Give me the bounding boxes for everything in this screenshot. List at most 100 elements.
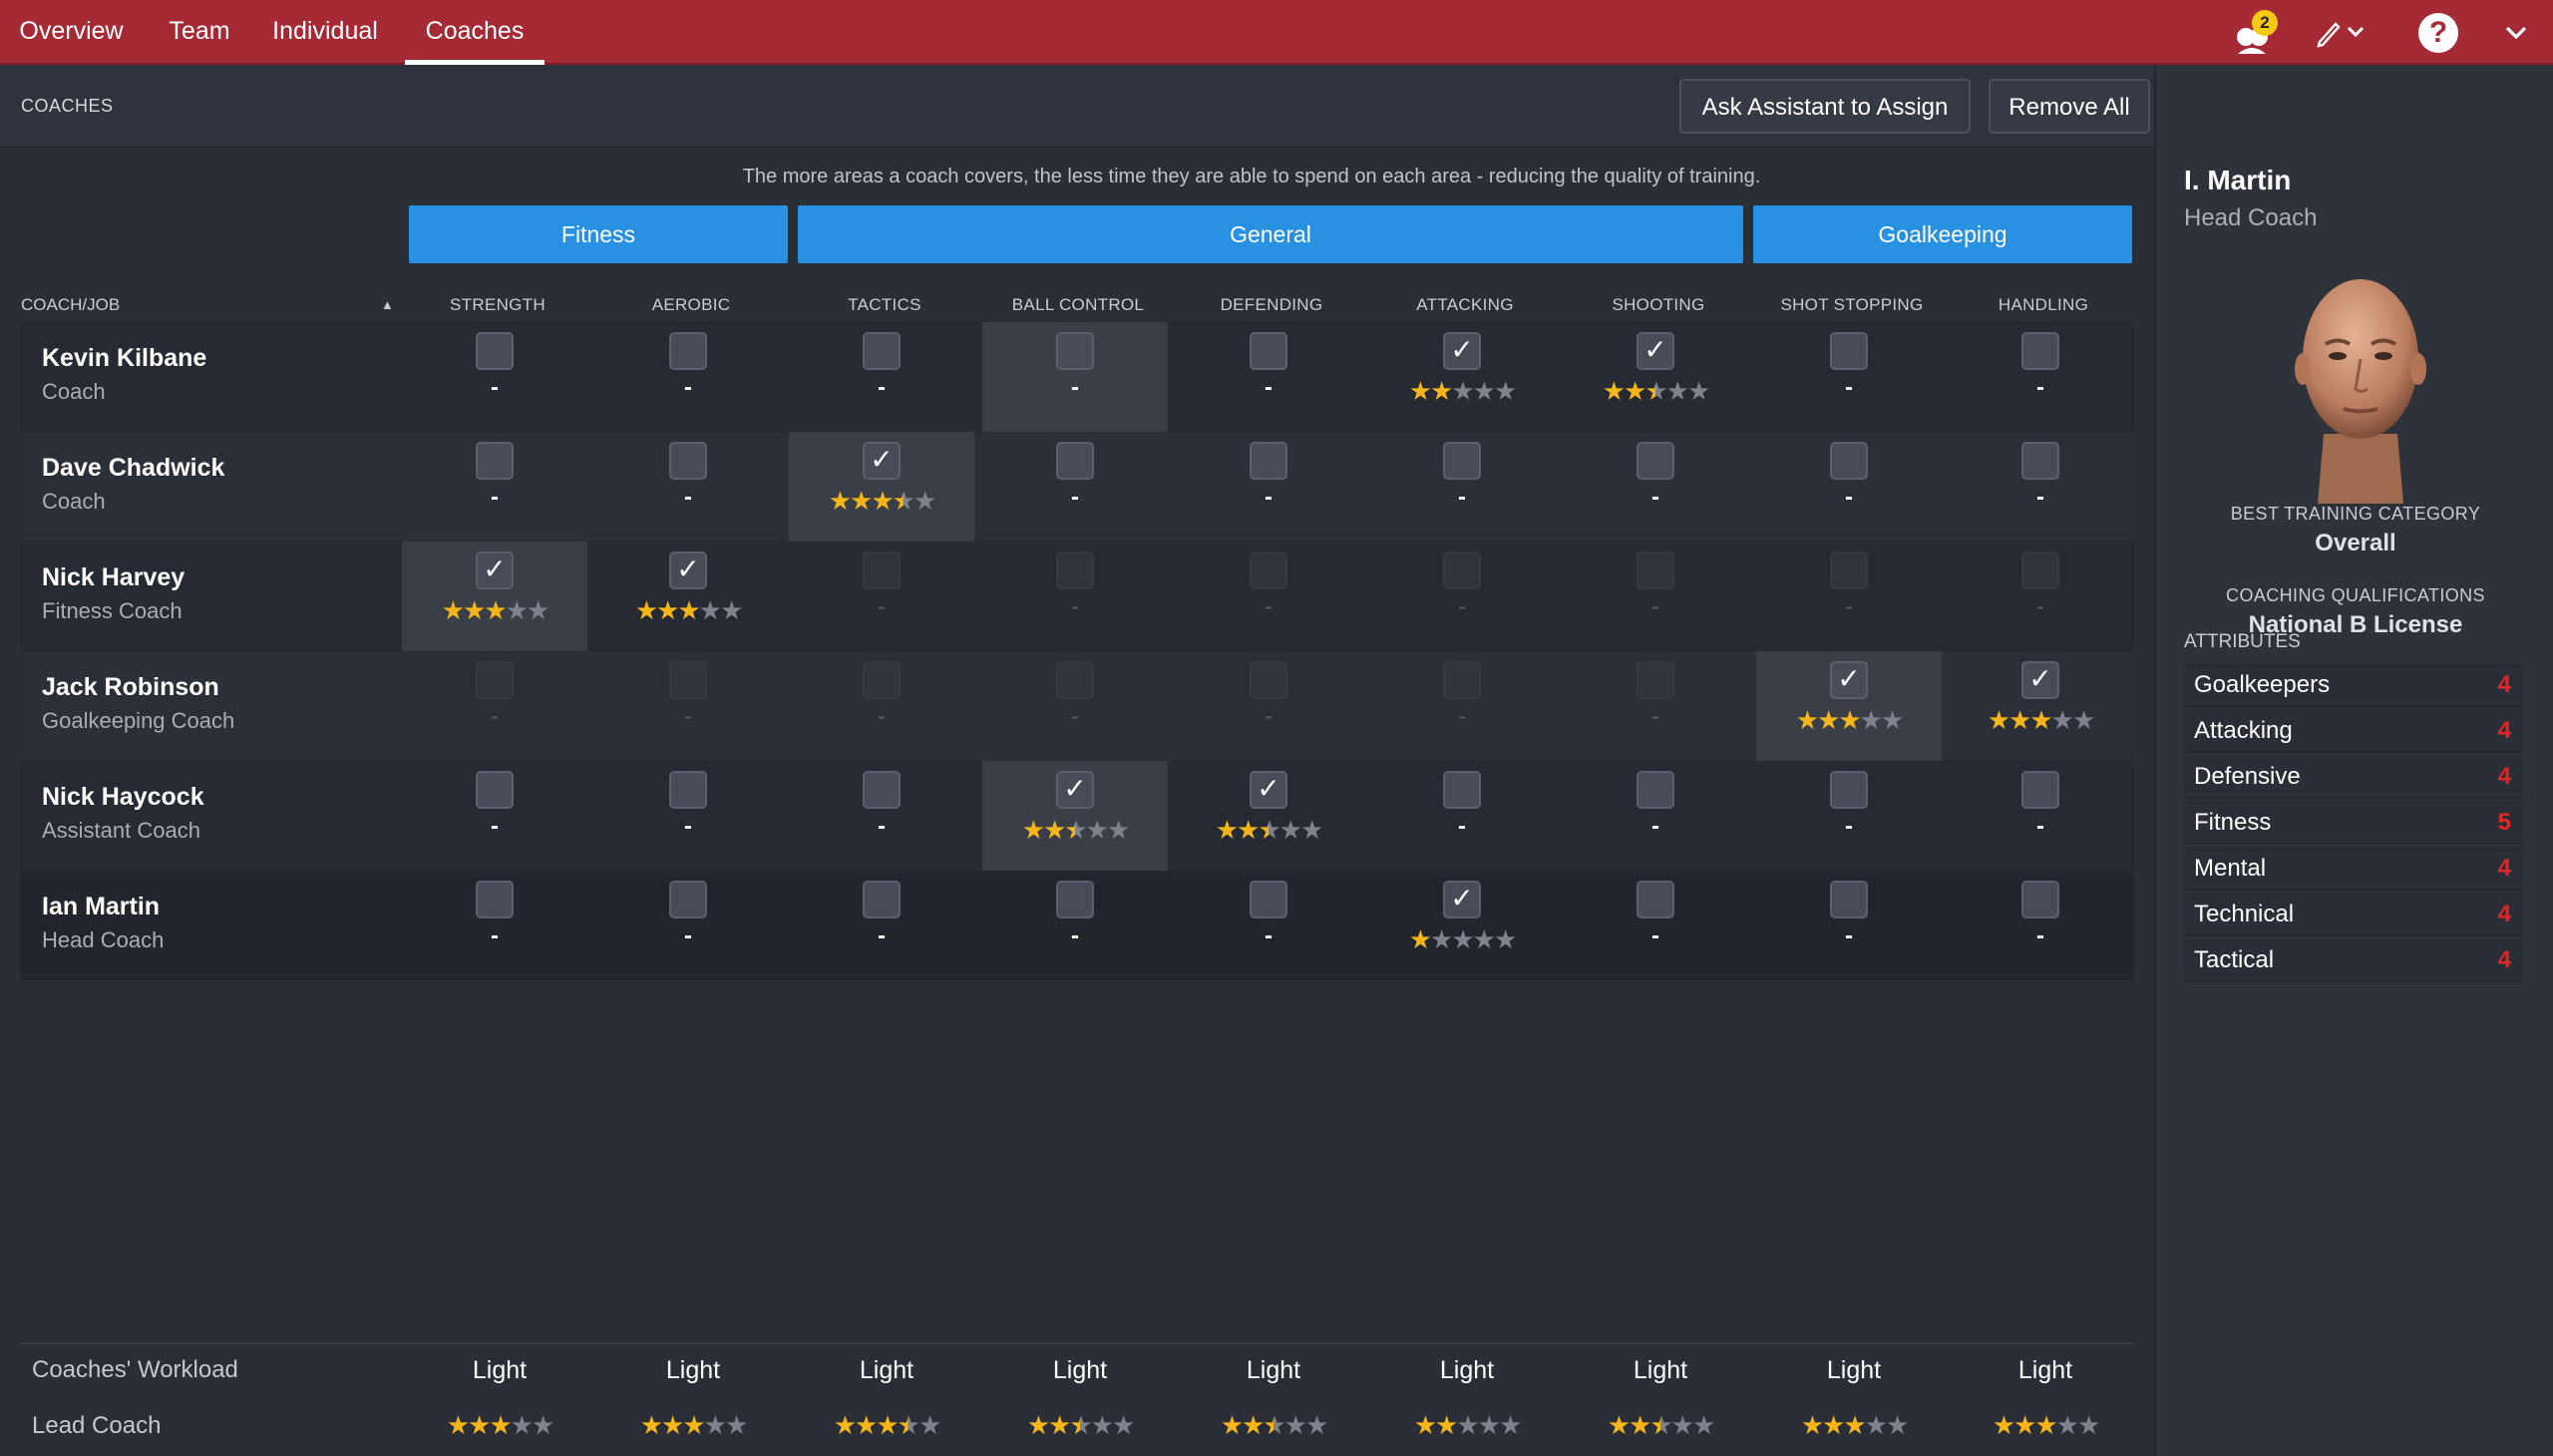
training-checkbox[interactable] bbox=[1250, 881, 1287, 918]
training-checkbox[interactable] bbox=[2021, 442, 2059, 480]
column-header[interactable]: ATTACKING bbox=[1416, 295, 1514, 314]
training-checkbox[interactable] bbox=[2021, 771, 2059, 809]
training-checkbox[interactable] bbox=[476, 771, 514, 809]
training-checkbox[interactable]: ✓ bbox=[1637, 332, 1674, 370]
training-checkbox[interactable] bbox=[1830, 332, 1868, 370]
training-checkbox[interactable] bbox=[1056, 881, 1094, 918]
coach-name[interactable]: Ian Martin bbox=[42, 893, 161, 920]
table-row[interactable]: Nick Harvey Fitness Coach ✓ ★★★★★ ✓ ★★★★★ - - - -… bbox=[20, 542, 2134, 651]
training-checkbox[interactable]: ✓ bbox=[863, 442, 901, 480]
star-icon: ★ bbox=[1111, 1410, 1135, 1440]
training-checkbox[interactable]: ✓ bbox=[476, 551, 514, 589]
star-icon: ★ bbox=[1602, 376, 1626, 406]
column-header[interactable]: DEFENDING bbox=[1220, 295, 1323, 314]
training-checkbox[interactable] bbox=[863, 332, 901, 370]
table-row[interactable]: Ian Martin Head Coach - - - - - ✓ ★★★★★ - - - bbox=[20, 871, 2134, 980]
column-header[interactable]: SHOT STOPPING bbox=[1780, 295, 1924, 314]
remove-all-button[interactable]: Remove All bbox=[1989, 79, 2150, 134]
training-checkbox[interactable] bbox=[476, 442, 514, 480]
column-header[interactable]: BALL CONTROL bbox=[1011, 295, 1145, 314]
column-header[interactable]: SHOOTING bbox=[1612, 295, 1705, 314]
check-icon: ✓ bbox=[1837, 663, 1861, 694]
training-checkbox[interactable] bbox=[476, 881, 514, 918]
chevron-down-icon[interactable] bbox=[2501, 20, 2531, 44]
lead-coach-rating: ★★★★★ bbox=[794, 1410, 979, 1441]
training-checkbox[interactable] bbox=[1830, 881, 1868, 918]
training-checkbox[interactable] bbox=[1637, 771, 1674, 809]
training-checkbox[interactable]: ✓ bbox=[1443, 881, 1481, 918]
training-checkbox[interactable] bbox=[1250, 442, 1287, 480]
empty-rating: - bbox=[1458, 813, 1466, 840]
training-checkbox[interactable] bbox=[669, 442, 707, 480]
training-checkbox[interactable] bbox=[1250, 332, 1287, 370]
table-row[interactable]: Kevin Kilbane Coach - - - - - ✓ ★★★★★ ✓ ★★★★★ - - bbox=[20, 322, 2134, 432]
empty-rating: - bbox=[1845, 593, 1853, 620]
training-checkbox[interactable]: ✓ bbox=[1250, 771, 1287, 809]
training-cell: ✓ ★★★★★ bbox=[1369, 871, 1555, 980]
lead-coach-rating: ★★★★★ bbox=[1181, 1410, 1366, 1441]
training-checkbox[interactable]: ✓ bbox=[669, 551, 707, 589]
star-icon: ★ bbox=[1435, 1410, 1458, 1440]
training-checkbox[interactable] bbox=[863, 771, 901, 809]
column-header[interactable]: TACTICS bbox=[848, 295, 921, 314]
attribute-row: Attacking 4 bbox=[2184, 709, 2523, 753]
training-checkbox[interactable]: ✓ bbox=[2021, 661, 2059, 699]
table-row[interactable]: Nick Haycock Assistant Coach - - - ✓ ★★★★★ ✓ ★★★… bbox=[20, 761, 2134, 871]
empty-rating: - bbox=[878, 922, 886, 949]
column-header[interactable]: HANDLING bbox=[1998, 295, 2089, 314]
coach-name[interactable]: Jack Robinson bbox=[42, 673, 219, 701]
star-icon: ★ bbox=[531, 1410, 554, 1440]
table-row[interactable]: Jack Robinson Goalkeeping Coach - - - - - - - ✓ ★★… bbox=[20, 651, 2134, 761]
training-checkbox[interactable] bbox=[1443, 442, 1481, 480]
coach-job-header[interactable]: COACH/JOB bbox=[21, 295, 121, 314]
attribute-name: Technical bbox=[2194, 901, 2295, 927]
tab-coaches[interactable]: Coaches bbox=[405, 0, 545, 65]
empty-rating: - bbox=[1845, 374, 1853, 401]
tab-individual[interactable]: Individual bbox=[272, 17, 378, 45]
training-checkbox[interactable] bbox=[669, 881, 707, 918]
training-checkbox[interactable]: ✓ bbox=[1056, 771, 1094, 809]
training-checkbox[interactable]: ✓ bbox=[1443, 332, 1481, 370]
tab-team[interactable]: Team bbox=[169, 17, 230, 45]
star-icon: ★ bbox=[1430, 376, 1453, 406]
training-checkbox[interactable] bbox=[1830, 442, 1868, 480]
table-row[interactable]: Dave Chadwick Coach - - ✓ ★★★★★ - - - - - - bbox=[20, 432, 2134, 542]
notifications-icon[interactable]: 2 bbox=[2232, 10, 2282, 58]
training-checkbox[interactable] bbox=[1637, 442, 1674, 480]
star-icon: ★ bbox=[2071, 705, 2095, 735]
column-header[interactable]: STRENGTH bbox=[450, 295, 546, 314]
training-checkbox[interactable] bbox=[1637, 881, 1674, 918]
sort-ascending-icon[interactable]: ▲ bbox=[381, 297, 394, 312]
star-icon: ★ bbox=[917, 1410, 941, 1440]
empty-rating: - bbox=[1845, 813, 1853, 840]
training-checkbox[interactable] bbox=[1056, 442, 1094, 480]
coach-name[interactable]: Nick Haycock bbox=[42, 783, 204, 811]
training-checkbox[interactable] bbox=[476, 332, 514, 370]
training-checkbox[interactable] bbox=[863, 881, 901, 918]
training-checkbox[interactable] bbox=[1830, 771, 1868, 809]
coach-role: Goalkeeping Coach bbox=[42, 708, 235, 733]
coach-role: Fitness Coach bbox=[42, 598, 182, 623]
training-checkbox[interactable] bbox=[2021, 881, 2059, 918]
coach-name[interactable]: Dave Chadwick bbox=[42, 454, 225, 482]
coach-name[interactable]: Kevin Kilbane bbox=[42, 344, 207, 372]
training-checkbox[interactable] bbox=[1056, 332, 1094, 370]
training-checkbox[interactable] bbox=[2021, 332, 2059, 370]
training-checkbox[interactable] bbox=[669, 771, 707, 809]
training-checkbox[interactable] bbox=[1443, 771, 1481, 809]
tab-overview[interactable]: Overview bbox=[19, 17, 124, 45]
empty-rating: - bbox=[491, 484, 499, 511]
qualifications-value: National B License bbox=[2248, 611, 2463, 638]
ask-assistant-button[interactable]: Ask Assistant to Assign bbox=[1679, 79, 1971, 134]
edit-menu-icon[interactable] bbox=[2316, 18, 2368, 48]
training-checkbox[interactable]: ✓ bbox=[1830, 661, 1868, 699]
star-icon: ★ bbox=[1670, 1410, 1694, 1440]
training-checkbox[interactable] bbox=[669, 332, 707, 370]
coach-profile-name[interactable]: I. Martin bbox=[2184, 165, 2292, 195]
training-cell: - bbox=[789, 761, 974, 871]
column-header[interactable]: AEROBIC bbox=[651, 295, 731, 314]
help-icon[interactable]: ? bbox=[2418, 13, 2458, 53]
coach-name[interactable]: Nick Harvey bbox=[42, 563, 185, 591]
star-icon: ★ bbox=[1069, 1410, 1092, 1440]
star-icon: ★ bbox=[682, 1410, 705, 1440]
